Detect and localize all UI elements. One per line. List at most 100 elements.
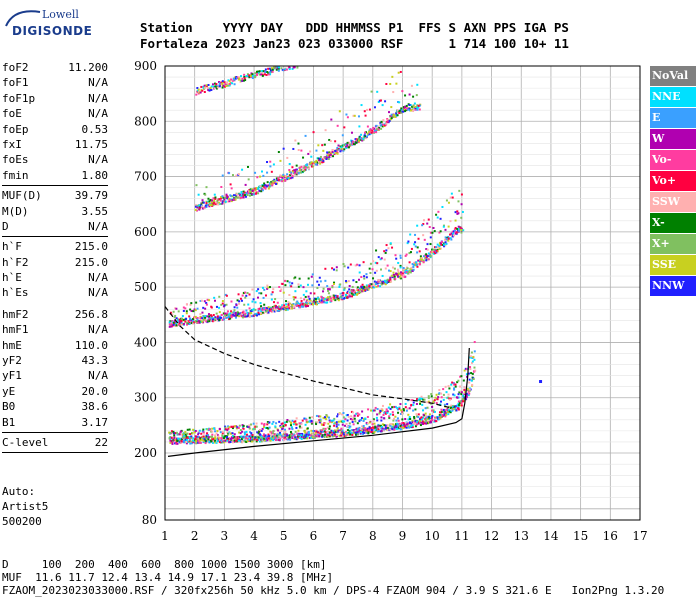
echo-point (392, 423, 395, 426)
echo-point (427, 397, 430, 400)
echo-point (308, 420, 311, 423)
echo-point (206, 203, 209, 206)
echo-point (402, 426, 405, 429)
echo-point (338, 412, 341, 415)
echo-point (267, 427, 270, 430)
echo-point (365, 276, 368, 279)
echo-point (472, 378, 475, 381)
echo-point (309, 419, 312, 422)
echo-point (457, 393, 460, 396)
echo-point (261, 74, 264, 77)
echo-point (230, 195, 233, 198)
echo-point (422, 409, 425, 412)
echo-point (405, 422, 408, 425)
y-tick-label: 500 (134, 280, 157, 294)
echo-point (378, 99, 381, 102)
echo-point (324, 129, 327, 132)
echo-point (333, 152, 336, 155)
echo-point (224, 293, 227, 296)
echo-point (299, 433, 302, 436)
param-value: N/A (88, 323, 108, 337)
echo-point (327, 296, 330, 299)
legend-entry-sse: SSE (650, 255, 696, 275)
param-name: yE (2, 384, 16, 398)
echo-point (181, 433, 184, 436)
echo-point (393, 275, 396, 278)
echo-point (221, 174, 224, 177)
echo-point (424, 412, 427, 415)
echo-point (252, 193, 255, 196)
echo-point (396, 268, 399, 271)
echo-point (218, 306, 221, 309)
echo-point (338, 431, 341, 434)
echo-point (341, 429, 344, 432)
echo-point (433, 420, 436, 423)
echo-point (343, 265, 346, 268)
echo-point (218, 295, 221, 298)
echo-point (328, 419, 331, 422)
echo-point (366, 430, 369, 433)
echo-point (337, 420, 340, 423)
echo-point (245, 430, 248, 433)
echo-point (193, 431, 196, 434)
param-row: foEp 0.53 (2, 122, 108, 137)
echo-point (423, 398, 426, 401)
echo-point (245, 309, 248, 312)
echo-point (288, 163, 291, 166)
echo-point (189, 303, 192, 306)
echo-point (254, 189, 257, 192)
echo-point (352, 293, 355, 296)
echo-point (353, 114, 356, 117)
echo-point (270, 311, 273, 314)
echo-point (236, 438, 239, 441)
echo-point (412, 265, 415, 268)
echo-point (264, 187, 267, 190)
echo-point (440, 400, 443, 403)
echo-point (197, 88, 200, 91)
echo-point (266, 161, 269, 164)
echo-point (288, 170, 291, 173)
echo-point (389, 82, 392, 85)
echo-point (219, 438, 222, 441)
param-value: N/A (88, 153, 108, 167)
echo-point (362, 429, 365, 432)
echo-point (412, 95, 415, 98)
echo-point (420, 416, 423, 419)
echo-point (261, 70, 264, 73)
echo-point (420, 397, 423, 400)
echo-point (459, 400, 462, 403)
echo-point (411, 262, 414, 265)
echo-point (417, 398, 420, 401)
echo-point (347, 266, 350, 269)
echo-point (337, 429, 340, 432)
echo-point (364, 288, 367, 291)
echo-point (259, 175, 262, 178)
param-row: D N/A (2, 219, 108, 234)
echo-point (256, 431, 259, 434)
echo-point (177, 310, 180, 313)
echo-point (220, 316, 223, 319)
echo-point (209, 314, 212, 317)
echo-point (447, 396, 450, 399)
echo-point (269, 439, 272, 442)
echo-point (303, 303, 306, 306)
echo-point (323, 435, 326, 438)
echo-point (380, 123, 383, 126)
echo-point (354, 264, 357, 267)
echo-point (264, 436, 267, 439)
echo-point (303, 169, 306, 172)
echo-point (457, 227, 460, 230)
echo-point (300, 149, 303, 152)
echo-point (212, 314, 215, 317)
echo-point (353, 291, 356, 294)
echo-point (267, 306, 270, 309)
y-tick-label: 900 (134, 59, 157, 73)
echo-point (277, 436, 280, 439)
echo-point (467, 390, 470, 393)
echo-point (306, 431, 309, 434)
echo-point (176, 433, 179, 436)
echo-point (419, 255, 422, 258)
echo-point (227, 84, 230, 87)
echo-point (258, 430, 261, 433)
echo-point (297, 149, 300, 152)
